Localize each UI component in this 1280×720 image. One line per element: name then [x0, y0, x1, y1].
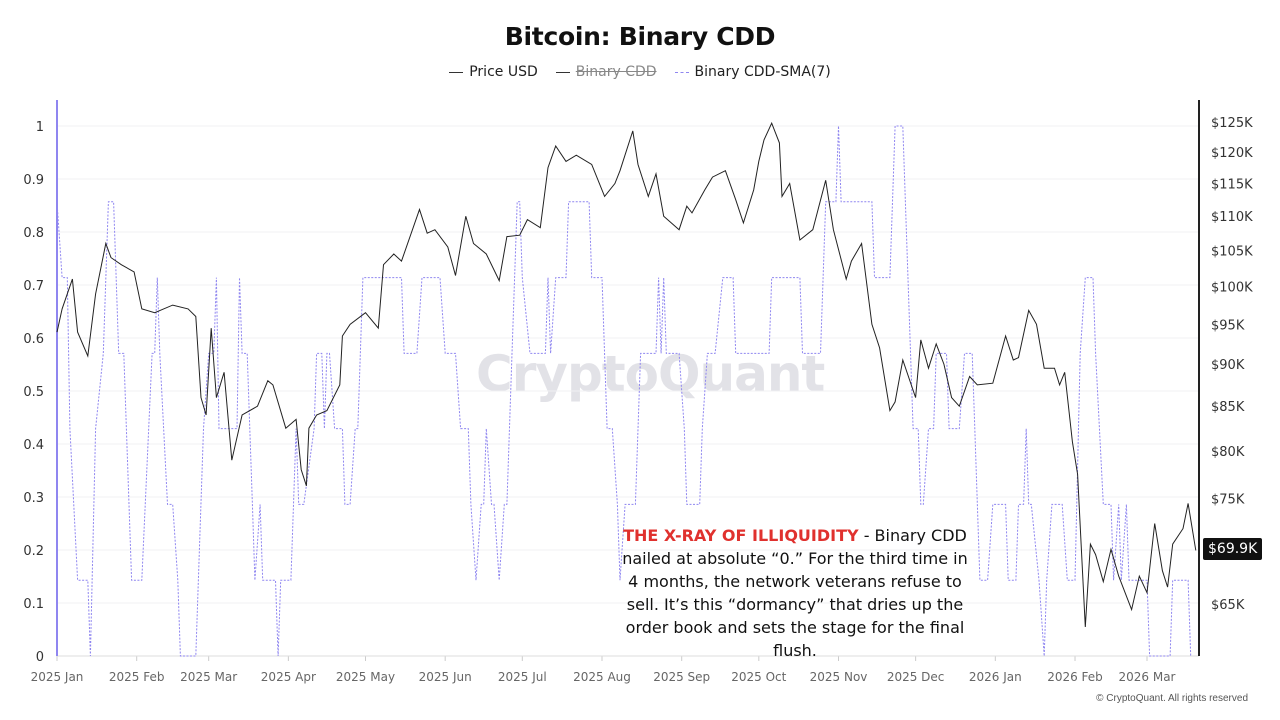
y-left-tick-label: 1 — [36, 120, 44, 135]
x-tick-label: 2025 Jul — [498, 670, 547, 684]
last-price-label: $69.9K — [1203, 538, 1263, 561]
x-tick-label: 2025 Apr — [261, 670, 316, 684]
legend-item-price-usd[interactable]: Price USD — [449, 64, 538, 80]
annotation: THE X-RAY OF ILLIQUIDITY - Binary CDD na… — [615, 524, 975, 662]
y-left-tick-label: 0.8 — [23, 226, 44, 241]
legend: Price USD Binary CDD Binary CDD-SMA(7) — [0, 64, 1280, 80]
x-tick-label: 2025 Feb — [109, 670, 165, 684]
x-tick-label: 2025 May — [336, 670, 395, 684]
x-tick-label: 2026 Jan — [969, 670, 1022, 684]
x-tick-label: 2026 Feb — [1047, 670, 1103, 684]
y-left-tick-label: 0.3 — [23, 491, 44, 506]
legend-swatch-sma — [674, 71, 689, 73]
y-right-tick-label: $80K — [1211, 445, 1245, 460]
y-left-tick-label: 0.7 — [23, 279, 44, 294]
y-left-tick-label: 0.6 — [23, 332, 44, 347]
legend-label: Binary CDD — [575, 64, 657, 80]
y-right-tick-label: $105K — [1211, 244, 1253, 259]
series-line-price-usd — [56, 121, 1197, 628]
legend-item-binary-cdd[interactable]: Binary CDD — [555, 64, 657, 80]
y-right-tick-label: $125K — [1211, 116, 1253, 131]
y-left-tick-label: 0.5 — [23, 385, 44, 400]
y-left-tick-label: 0.4 — [23, 438, 44, 453]
copyright: © CryptoQuant. All rights reserved — [1096, 693, 1248, 704]
y-left-tick-label: 0.1 — [23, 597, 44, 612]
y-right-tick-label: $110K — [1211, 210, 1253, 225]
y-right-tick-label: $115K — [1211, 177, 1253, 192]
y-right-tick-label: $65K — [1211, 598, 1245, 613]
legend-label: Binary CDD-SMA(7) — [694, 64, 831, 80]
y-left-tick-label: 0 — [36, 650, 44, 665]
legend-swatch-binary-cdd — [555, 71, 570, 73]
y-right-tick-label: $100K — [1211, 280, 1253, 295]
y-right-tick-label: $85K — [1211, 400, 1245, 415]
chart-title: Bitcoin: Binary CDD — [504, 22, 776, 51]
y-right-tick-label: $95K — [1211, 318, 1245, 333]
y-right-tick-label: $90K — [1211, 358, 1245, 373]
annotation-highlight: THE X-RAY OF ILLIQUIDITY — [623, 526, 859, 545]
legend-item-binary-cdd-sma7[interactable]: Binary CDD-SMA(7) — [674, 64, 831, 80]
x-tick-label: 2025 Aug — [573, 670, 631, 684]
x-tick-label: 2025 Nov — [810, 670, 868, 684]
x-tick-label: 2025 Jan — [31, 670, 84, 684]
x-tick-label: 2025 Mar — [180, 670, 237, 684]
y-right-tick-label: $75K — [1211, 492, 1245, 507]
y-left-tick-label: 0.2 — [23, 544, 44, 559]
x-tick-label: 2025 Oct — [731, 670, 786, 684]
y-left-tick-label: 0.9 — [23, 173, 44, 188]
legend-label: Price USD — [469, 64, 538, 80]
legend-swatch-price — [449, 71, 464, 73]
x-tick-label: 2026 Mar — [1119, 670, 1176, 684]
x-tick-label: 2025 Sep — [653, 670, 710, 684]
x-tick-label: 2025 Dec — [887, 670, 945, 684]
annotation-text: - Binary CDD nailed at absolute “0.” For… — [622, 526, 968, 660]
watermark: CryptoQuant — [476, 345, 825, 403]
y-right-tick-label: $120K — [1211, 146, 1253, 161]
x-tick-label: 2025 Jun — [419, 670, 472, 684]
